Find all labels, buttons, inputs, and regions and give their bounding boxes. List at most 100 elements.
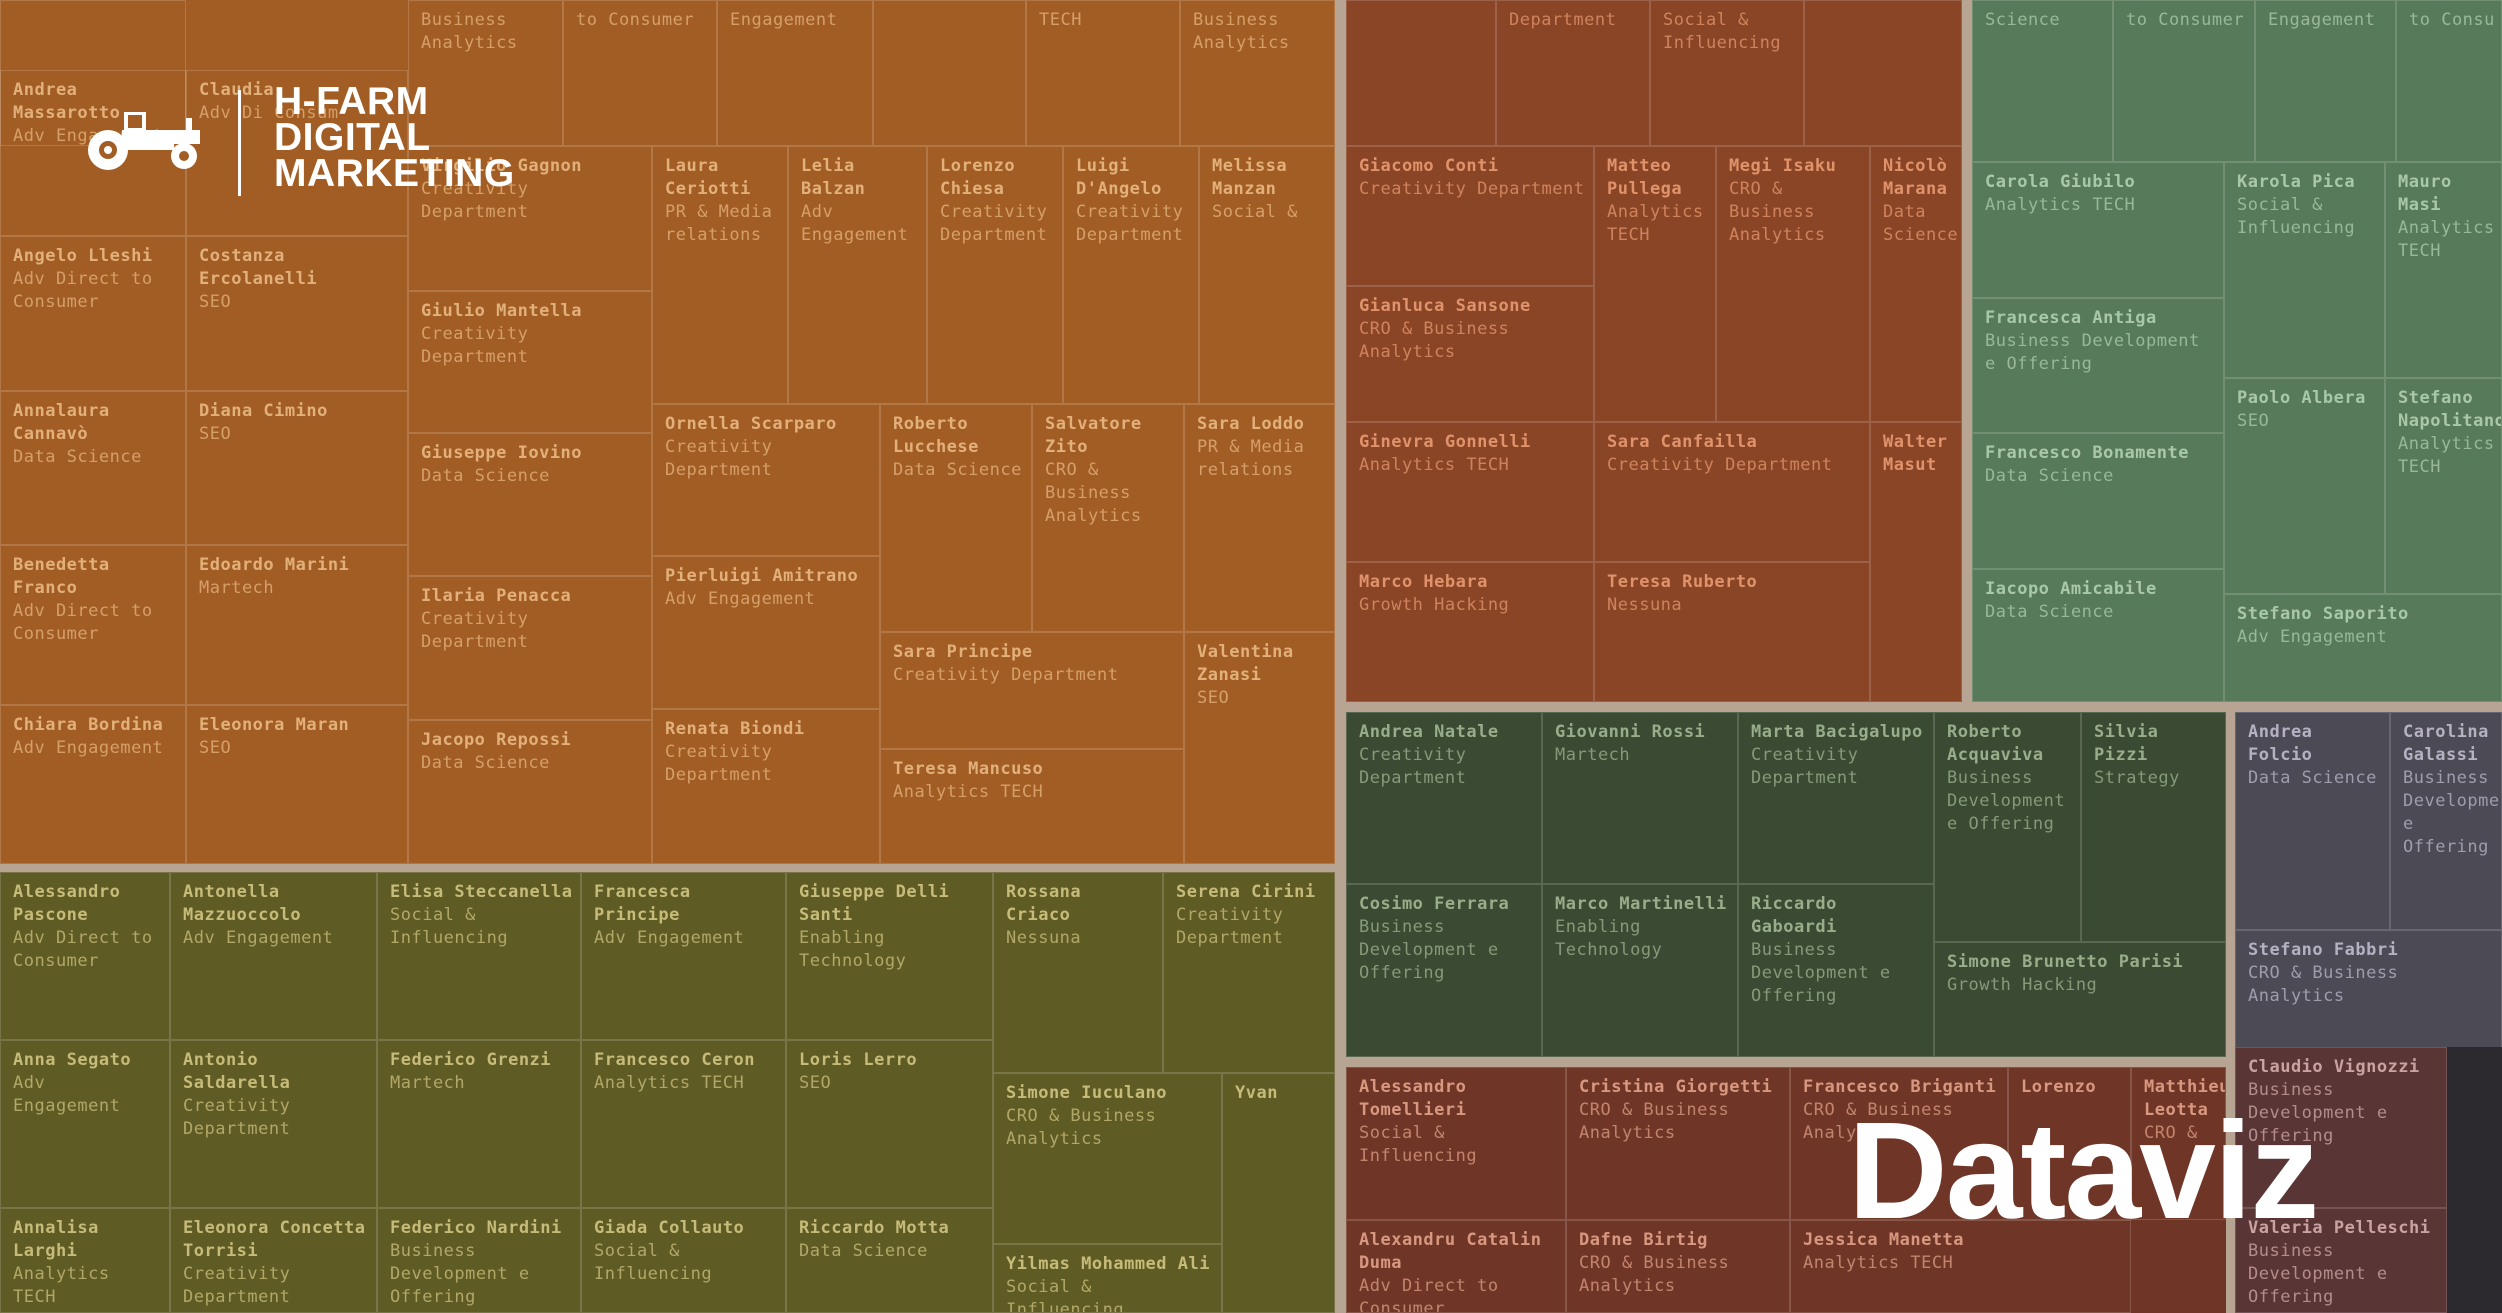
logo-divider: [238, 90, 241, 196]
cell-department-label: Adv Direct to Consumer: [1359, 1276, 1499, 1313]
treemap-cell: Chiara Bordina Adv Engagement: [0, 705, 186, 864]
cell-name-label: Roberto Acquaviva: [1947, 722, 2044, 765]
treemap-cell: Giada Collauto Social & Influencing: [581, 1208, 786, 1313]
cell-name-label: Anna Segato: [13, 1050, 132, 1070]
cell-name-label: Teresa Mancuso: [893, 759, 1044, 779]
cell-name-label: Carola Giubilo: [1985, 172, 2136, 192]
cell-department-label: Social & Influencing: [1663, 10, 1782, 53]
cell-name-label: Yvan: [1235, 1083, 1278, 1103]
cell-department-label: CRO & Business Analytics: [1729, 179, 1826, 245]
cell-department-label: Business Development e Offering: [390, 1241, 530, 1307]
treemap-cell: Federico Nardini Business Development e O…: [377, 1208, 581, 1313]
treemap-cell: Costanza Ercolanelli SEO: [186, 236, 408, 391]
cell-department-label: CRO & Business Analytics: [1359, 319, 1510, 362]
treemap-cell: Carola Giubilo Analytics TECH: [1972, 162, 2224, 298]
treemap-divider: [1335, 0, 1346, 1313]
cell-name-label: Federico Grenzi: [390, 1050, 552, 1070]
cell-name-label: Francesca Principe: [594, 882, 691, 925]
cell-name-label: Francesco Briganti: [1803, 1077, 1997, 1097]
treemap-cell: Business Analytics: [408, 0, 563, 146]
cell-department-label: Engagement: [730, 10, 838, 30]
treemap-cell: Matthieu Leotta CRO &: [2131, 1067, 2226, 1220]
treemap-cell: Melissa Manzan Social &: [1199, 146, 1335, 404]
treemap-cell: Teresa Mancuso Analytics TECH: [880, 749, 1184, 864]
cell-department-label: SEO: [1197, 688, 1230, 708]
cell-department-label: Adv Engagement: [2237, 627, 2388, 647]
treemap-cell: Engagement: [717, 0, 873, 146]
cell-department-label: Martech: [199, 578, 275, 598]
cell-department-label: Creativity Department: [1359, 179, 1585, 199]
cell-name-label: Yilmas Mohammed Ali: [1006, 1254, 1210, 1274]
cell-department-label: SEO: [799, 1073, 832, 1093]
treemap-cell: Rossana Criaco Nessuna: [993, 872, 1163, 1073]
cell-name-label: Ornella Scarparo: [665, 414, 837, 434]
cell-name-label: Stefano Fabbri: [2248, 940, 2399, 960]
cell-name-label: Giovanni Rossi: [1555, 722, 1706, 742]
cell-name-label: Elisa Steccanella: [390, 882, 573, 902]
cell-department-label: Analytics TECH: [2398, 434, 2495, 477]
treemap-divider: [1346, 1057, 2226, 1067]
cell-department-label: PR & Media relations: [665, 202, 773, 245]
cell-department-label: Creativity Department: [1076, 202, 1184, 245]
cell-department-label: Social & Influencing: [1359, 1123, 1478, 1166]
cell-department-label: Data Science: [1985, 466, 2114, 486]
cell-department-label: Creativity Department: [183, 1264, 291, 1307]
treemap-cell: Loris Lerro SEO: [786, 1040, 993, 1208]
cell-department-label: Adv Engagement: [13, 738, 164, 758]
cell-name-label: Chiara Bordina: [13, 715, 164, 735]
dataviz-headline: Dataviz: [1848, 1094, 2319, 1248]
treemap-cell: Diana Cimino SEO: [186, 391, 408, 545]
cell-name-label: Andrea Massarotto: [13, 80, 121, 123]
treemap-cell: Department: [1496, 0, 1650, 146]
cell-department-label: Department: [1509, 10, 1617, 30]
cell-department-label: Analytics TECH: [1607, 202, 1704, 245]
cell-name-label: Edoardo Marini: [199, 555, 350, 575]
cell-name-label: Walter Masut: [1883, 432, 1948, 475]
treemap-cell: Andrea Folcio Data Science: [2235, 712, 2390, 930]
treemap-cell: Elisa Steccanella Social & Influencing: [377, 872, 581, 1040]
cell-name-label: Lorenzo Chiesa: [940, 156, 1016, 199]
treemap-cell: Ginevra Gonnelli Analytics TECH: [1346, 422, 1594, 562]
cell-department-label: SEO: [2237, 411, 2270, 431]
cell-department-label: Analytics TECH: [2398, 218, 2495, 261]
cell-name-label: Alessandro Tomellieri: [1359, 1077, 1467, 1120]
treemap-cell: to Consu: [2396, 0, 2502, 162]
cell-name-label: Lelia Balzan: [801, 156, 866, 199]
cell-department-label: Business Analytics: [421, 10, 518, 53]
cell-department-label: Adv Engagement: [13, 1073, 121, 1116]
cell-department-label: Business Development e Offering: [2403, 768, 2501, 857]
cell-department-label: Data Science: [13, 447, 142, 467]
treemap-group-darkgreen: Andrea Natale Creativity Department Giovan…: [1346, 712, 2226, 1057]
cell-department-label: Creativity Department: [421, 609, 529, 652]
cell-name-label: Marco Hebara: [1359, 572, 1488, 592]
logo-wordmark: H-FARM DIGITAL MARKETING: [274, 82, 515, 193]
cell-name-label: Ginevra Gonnelli: [1359, 432, 1531, 452]
treemap-cell: Laura Ceriotti PR & Media relations: [652, 146, 788, 404]
cell-name-label: Stefano Saporito: [2237, 604, 2409, 624]
cell-department-label: Adv Direct to Consumer: [13, 269, 153, 312]
treemap-cell: Teresa Ruberto Nessuna: [1594, 562, 1870, 702]
cell-department-label: Enabling Technology: [1555, 917, 1663, 960]
treemap-cell: Valentina Zanasi SEO: [1184, 632, 1335, 864]
cell-department-label: CRO & Business Analytics: [1045, 460, 1142, 526]
cell-department-label: Creativity Department: [1751, 745, 1859, 788]
treemap-group-maroon: Alessandro Tomellieri Social & Influencin…: [1346, 1067, 2226, 1313]
treemap-cell: Lelia Balzan Adv Engagement: [788, 146, 927, 404]
cell-department-label: Adv Di Consum: [199, 103, 339, 123]
treemap-cell: Business Analytics: [1180, 0, 1335, 146]
treemap-cell: Renata Biondi Creativity Department: [652, 709, 880, 864]
cell-name-label: Lorenzo: [2021, 1077, 2097, 1097]
hfarm-logo: H-FARM DIGITAL MARKETING: [86, 82, 546, 204]
cell-department-label: Science: [1985, 10, 2061, 30]
treemap-cell: Luigi D'Angelo Creativity Department: [1063, 146, 1199, 404]
treemap-cell: Eleonora Maran SEO: [186, 705, 408, 864]
treemap-cell: Engagement: [2255, 0, 2396, 162]
cell-name-label: Antonella Mazzuoccolo: [183, 882, 302, 925]
cell-name-label: Sara Loddo: [1197, 414, 1305, 434]
cell-department-label: Adv Direct to Consumer: [13, 601, 153, 644]
treemap-cell: Lorenzo: [2008, 1067, 2131, 1220]
cell-name-label: Karola Pica: [2237, 172, 2356, 192]
cell-name-label: Mauro Masi: [2398, 172, 2452, 215]
treemap-cell: Lorenzo Chiesa Creativity Department: [927, 146, 1063, 404]
cell-department-label: Business Development e Offering: [1359, 917, 1499, 983]
